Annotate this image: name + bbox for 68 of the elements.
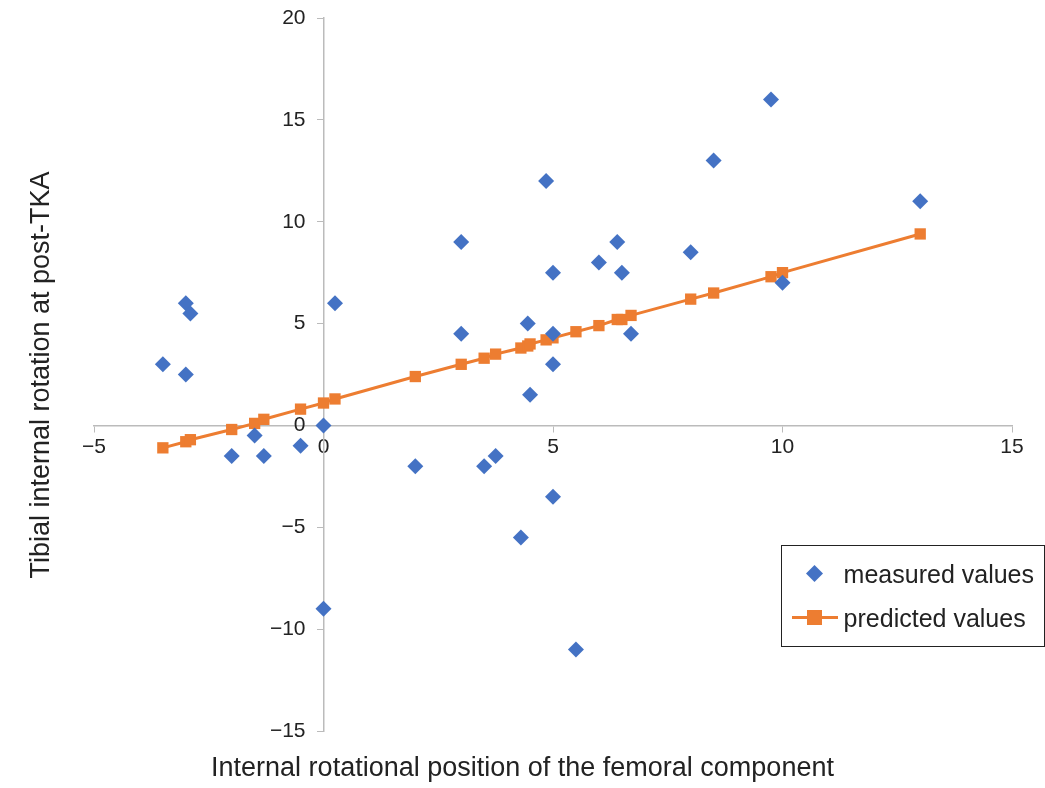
point xyxy=(478,352,490,364)
point xyxy=(154,356,171,373)
point xyxy=(157,442,169,454)
x-tick-label: 10 xyxy=(770,433,795,457)
point xyxy=(182,305,199,322)
point xyxy=(223,447,240,464)
point xyxy=(545,356,561,373)
point xyxy=(226,423,238,436)
point xyxy=(545,264,561,281)
point xyxy=(765,271,777,283)
point xyxy=(455,358,467,370)
point xyxy=(623,325,640,342)
point xyxy=(682,244,699,261)
point xyxy=(317,397,330,409)
point xyxy=(593,319,605,332)
point xyxy=(512,529,529,546)
point xyxy=(567,641,584,658)
legend-label: measured values xyxy=(843,559,1034,589)
point xyxy=(326,295,343,312)
point xyxy=(489,348,502,360)
y-tick-label: −10 xyxy=(269,615,306,639)
point xyxy=(613,264,630,281)
point xyxy=(545,325,561,342)
point xyxy=(487,447,504,464)
point xyxy=(625,309,637,322)
y-axis-title: Tibial internal rotation at post-TKA xyxy=(24,171,56,579)
y-tick-label: −15 xyxy=(269,717,306,741)
point xyxy=(763,91,780,108)
point xyxy=(519,315,536,332)
x-axis-title: Internal rotational position of the femoral component xyxy=(210,752,835,783)
legend-label: predicted values xyxy=(843,603,1026,633)
point xyxy=(315,600,332,617)
point xyxy=(707,287,720,299)
point xyxy=(538,172,555,189)
x-tick-label: 15 xyxy=(1000,433,1024,457)
point xyxy=(294,403,307,415)
point xyxy=(705,152,722,169)
point xyxy=(255,447,272,464)
y-tick-label: −5 xyxy=(281,514,306,538)
point xyxy=(177,366,194,383)
point xyxy=(774,274,791,291)
point xyxy=(177,295,194,312)
point xyxy=(476,458,493,475)
point xyxy=(590,254,607,271)
point xyxy=(609,234,626,251)
point xyxy=(912,193,929,210)
point xyxy=(545,488,561,505)
y-tick-label: 10 xyxy=(282,208,306,232)
point xyxy=(246,427,263,444)
point xyxy=(407,458,424,475)
point xyxy=(329,393,341,405)
point xyxy=(292,437,309,454)
point xyxy=(685,293,697,305)
point xyxy=(453,325,470,342)
point xyxy=(570,326,582,338)
y-tick-label: 15 xyxy=(282,106,306,130)
y-tick-label: 0 xyxy=(293,412,306,436)
point xyxy=(258,413,270,425)
point xyxy=(914,228,926,240)
x-tick-label: 5 xyxy=(547,433,559,457)
point xyxy=(522,386,539,403)
point xyxy=(409,370,421,383)
y-tick-label: 5 xyxy=(293,310,306,334)
x-tick-label: −5 xyxy=(82,433,106,457)
point xyxy=(453,234,470,251)
y-tick-label: 20 xyxy=(282,4,306,28)
point xyxy=(315,417,332,434)
point xyxy=(184,434,197,446)
